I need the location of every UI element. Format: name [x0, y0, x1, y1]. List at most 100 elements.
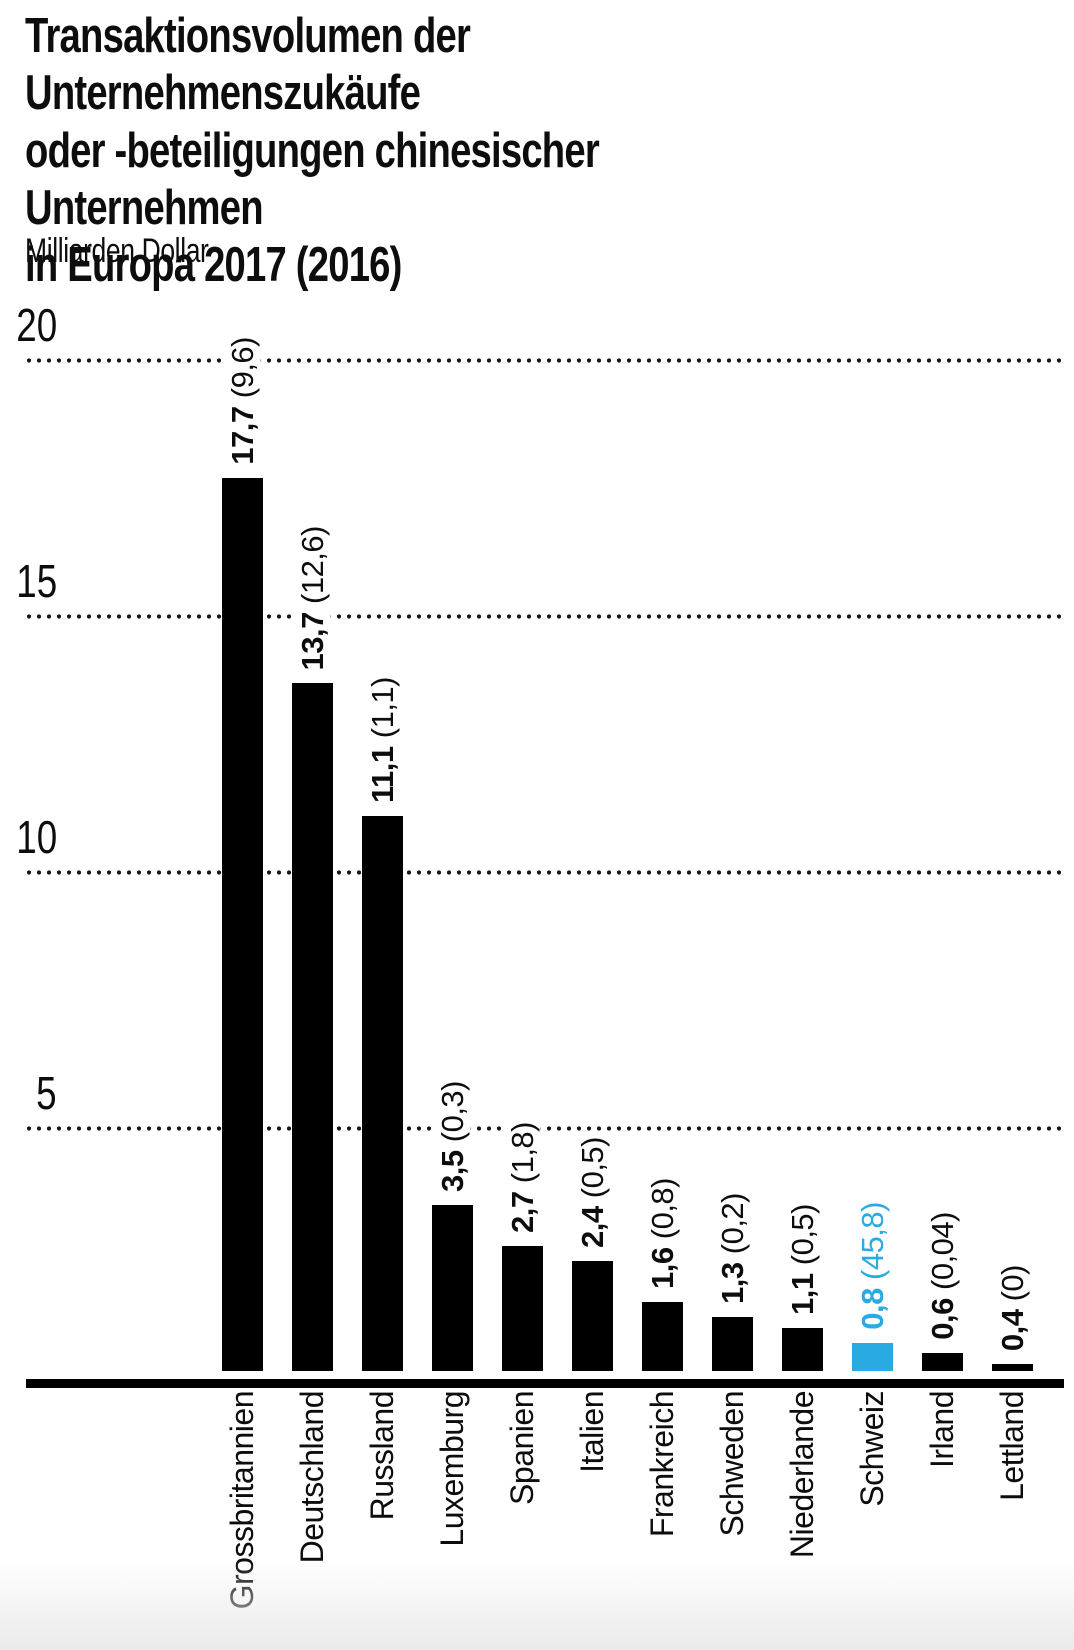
- value-2016: (1,1): [364, 677, 400, 747]
- gridline: [22, 358, 1064, 363]
- x-axis-label: Luxemburg: [418, 1391, 488, 1547]
- bar-column: 1,3 (0,2): [698, 0, 768, 1371]
- x-axis-label: Irland: [908, 1391, 978, 1468]
- country-label: Niederlande: [784, 1391, 821, 1559]
- bar: [362, 816, 403, 1371]
- x-axis-label: Spanien: [488, 1391, 558, 1505]
- gridline: [22, 1126, 1064, 1131]
- bar: [992, 1364, 1033, 1371]
- value-2017: 0,4: [994, 1309, 1030, 1351]
- bar-column: 0,6 (0,04): [908, 0, 978, 1371]
- x-axis-label: Niederlande: [768, 1391, 838, 1558]
- bar-value-label: 0,4 (0): [994, 1264, 1031, 1351]
- y-tick-value: 10: [16, 811, 57, 863]
- bar-column: 2,4 (0,5): [558, 0, 628, 1371]
- value-2016: (0,04): [924, 1212, 960, 1299]
- bar-value-label: 0,6 (0,04): [924, 1212, 961, 1340]
- y-tick-value: 5: [36, 1067, 57, 1119]
- value-2017: 13,7: [294, 611, 330, 670]
- x-axis-label: Lettland: [978, 1391, 1048, 1501]
- country-label: Grossbritannien: [224, 1391, 261, 1610]
- y-tick-label: 20: [0, 302, 57, 348]
- gridline: [22, 870, 1064, 875]
- value-2017: 1,3: [714, 1262, 750, 1304]
- country-label: Frankreich: [644, 1391, 681, 1538]
- value-2016: (0,3): [434, 1081, 470, 1151]
- bar-value-label: 11,1 (1,1): [364, 677, 401, 803]
- value-2016: (9,6): [224, 337, 260, 407]
- bar: [502, 1246, 543, 1371]
- country-label: Irland: [924, 1391, 961, 1469]
- bar: [292, 683, 333, 1371]
- bar-value-label: 17,7 (9,6): [224, 337, 261, 465]
- bar-value-label: 1,6 (0,8): [644, 1178, 681, 1289]
- gridline: [22, 614, 1064, 619]
- y-tick-label: 15: [0, 558, 57, 604]
- value-2016: (0,5): [574, 1137, 610, 1207]
- value-2016: (0): [994, 1264, 1030, 1310]
- bar-value-label: 3,5 (0,3): [434, 1081, 471, 1192]
- country-label: Russland: [364, 1391, 401, 1521]
- bar-value-label: 2,7 (1,8): [504, 1122, 541, 1233]
- value-2016: (0,5): [784, 1204, 820, 1274]
- value-2017: 0,6: [924, 1298, 960, 1340]
- y-tick-value: 15: [16, 555, 57, 607]
- bar-column: 0,4 (0): [978, 0, 1048, 1371]
- value-2017: 0,8: [854, 1288, 890, 1330]
- y-tick-label: 10: [0, 814, 57, 860]
- bar-column: 17,7 (9,6): [208, 0, 278, 1371]
- bar-column: 3,5 (0,3): [418, 0, 488, 1371]
- bar-column: 1,1 (0,5): [768, 0, 838, 1371]
- bar-column: 11,1 (1,1): [348, 0, 418, 1371]
- value-2017: 2,4: [574, 1206, 610, 1248]
- x-axis-label: Italien: [558, 1391, 628, 1473]
- value-2017: 3,5: [434, 1150, 470, 1192]
- bar-value-label: 2,4 (0,5): [574, 1137, 611, 1248]
- country-label: Italien: [574, 1391, 611, 1473]
- bar: [432, 1205, 473, 1371]
- x-axis-label: Frankreich: [628, 1391, 698, 1537]
- country-label: Spanien: [504, 1391, 541, 1505]
- bar-value-label: 13,7 (12,6): [294, 525, 331, 670]
- x-axis-label: Grossbritannien: [208, 1391, 278, 1609]
- x-axis-label: Schweiz: [838, 1391, 908, 1507]
- bar-value-label: 1,3 (0,2): [714, 1193, 751, 1304]
- bar: [222, 478, 263, 1371]
- chart-title: Transaktionsvolumen der Unternehmenszukä…: [25, 9, 600, 293]
- bar: [852, 1343, 893, 1371]
- country-label: Lettland: [994, 1391, 1031, 1501]
- value-2017: 11,1: [364, 746, 400, 803]
- country-label: Schweiz: [854, 1391, 891, 1507]
- bar-value-label: 0,8 (45,8): [854, 1202, 891, 1330]
- bar-value-label: 1,1 (0,5): [784, 1204, 821, 1315]
- country-label: Schweden: [714, 1391, 751, 1537]
- value-2017: 1,6: [644, 1247, 680, 1289]
- x-axis-label: Schweden: [698, 1391, 768, 1536]
- value-2016: (45,8): [854, 1202, 890, 1289]
- value-2016: (0,2): [714, 1193, 750, 1263]
- x-axis-label: Russland: [348, 1391, 418, 1520]
- bar-column: 2,7 (1,8): [488, 0, 558, 1371]
- bar: [712, 1317, 753, 1371]
- value-2016: (0,8): [644, 1178, 680, 1248]
- bar-column: 0,8 (45,8): [838, 0, 908, 1371]
- value-2016: (12,6): [294, 525, 330, 612]
- country-label: Luxemburg: [434, 1391, 471, 1547]
- value-2017: 17,7: [224, 406, 260, 465]
- x-axis-label: Deutschland: [278, 1391, 348, 1563]
- y-axis-unit-label: Milliarden Dollar: [25, 232, 209, 270]
- value-2017: 2,7: [504, 1191, 540, 1233]
- value-2016: (1,8): [504, 1122, 540, 1192]
- x-axis-line: [26, 1379, 1064, 1388]
- bar-column: 13,7 (12,6): [278, 0, 348, 1371]
- value-2017: 1,1: [784, 1273, 820, 1315]
- bar: [782, 1328, 823, 1371]
- y-tick-label: 5: [0, 1070, 57, 1116]
- bar: [922, 1353, 963, 1371]
- y-tick-value: 20: [16, 299, 57, 351]
- bar: [572, 1261, 613, 1371]
- country-label: Deutschland: [294, 1391, 331, 1564]
- bar: [642, 1302, 683, 1371]
